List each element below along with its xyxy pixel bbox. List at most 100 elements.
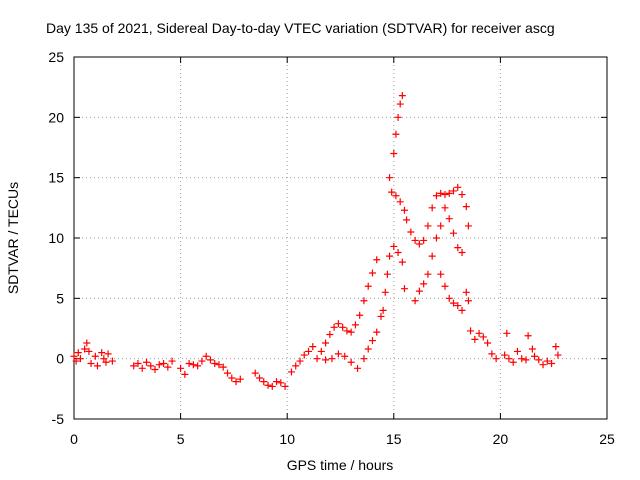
data-point <box>100 355 108 363</box>
data-point <box>364 282 372 290</box>
data-point <box>142 358 150 366</box>
data-point <box>83 339 91 347</box>
data-point <box>392 130 400 138</box>
y-tick-label: 15 <box>48 170 64 186</box>
data-point <box>368 269 376 277</box>
data-point <box>509 358 517 366</box>
data-point <box>394 113 402 121</box>
data-point <box>155 361 163 369</box>
data-point <box>70 352 78 360</box>
data-point <box>164 363 172 371</box>
data-point <box>356 311 364 319</box>
data-point <box>168 357 176 365</box>
data-point <box>432 192 440 200</box>
data-point <box>287 368 295 376</box>
data-point <box>76 355 84 363</box>
data-point <box>91 352 99 360</box>
data-point <box>264 381 272 389</box>
data-point <box>343 327 351 335</box>
data-point <box>228 374 236 382</box>
data-point <box>292 362 300 370</box>
data-point <box>505 355 513 363</box>
data-point <box>458 248 466 256</box>
y-tick-labels: -5 0 5 10 15 20 25 <box>48 49 64 427</box>
data-point <box>281 382 289 390</box>
data-point <box>462 203 470 211</box>
data-point <box>449 187 457 195</box>
data-point <box>424 270 432 278</box>
data-points <box>70 92 562 390</box>
data-point <box>251 369 259 377</box>
data-point <box>492 355 500 363</box>
data-point <box>81 345 89 353</box>
data-point <box>364 345 372 353</box>
data-point <box>484 339 492 347</box>
data-point <box>464 297 472 305</box>
data-point <box>330 323 338 331</box>
data-point <box>215 361 223 369</box>
data-point <box>400 285 408 293</box>
data-point <box>548 359 556 367</box>
y-tick-label: 25 <box>48 49 64 65</box>
axis-ticks <box>73 56 608 420</box>
data-point <box>130 362 138 370</box>
data-point <box>543 357 551 365</box>
data-point <box>554 351 562 359</box>
data-point <box>224 369 232 377</box>
data-point <box>102 358 110 366</box>
data-point <box>202 352 210 360</box>
data-point <box>377 312 385 320</box>
x-tick-labels: 0 5 10 15 20 25 <box>70 431 615 447</box>
data-point <box>177 364 185 372</box>
data-point <box>437 270 445 278</box>
data-point <box>454 302 462 310</box>
data-point <box>415 287 423 295</box>
data-point <box>445 189 453 197</box>
data-point <box>437 222 445 230</box>
data-point <box>147 362 155 370</box>
data-point <box>552 343 560 351</box>
data-point <box>445 294 453 302</box>
data-point <box>449 229 457 237</box>
data-point <box>373 328 381 336</box>
data-point <box>260 378 268 386</box>
data-point <box>528 345 536 353</box>
x-tick-label: 15 <box>386 431 402 447</box>
data-point <box>305 347 313 355</box>
data-point <box>386 252 394 260</box>
data-point <box>108 357 116 365</box>
y-tick-label: 5 <box>56 290 64 306</box>
data-point <box>236 375 244 383</box>
x-tick-label: 0 <box>70 431 78 447</box>
data-point <box>531 352 539 360</box>
data-point <box>458 306 466 314</box>
data-point <box>381 288 389 296</box>
x-tick-label: 5 <box>177 431 185 447</box>
data-point <box>160 359 168 367</box>
data-point <box>513 347 521 355</box>
data-point <box>347 328 355 336</box>
data-point <box>398 258 406 266</box>
data-point <box>403 216 411 224</box>
data-point <box>388 188 396 196</box>
data-point <box>194 362 202 370</box>
data-point <box>454 244 462 252</box>
data-point <box>394 248 402 256</box>
y-tick-label: 0 <box>56 351 64 367</box>
y-axis-label: SDTVAR / TECUs <box>5 182 21 294</box>
data-point <box>255 374 263 382</box>
data-point <box>441 282 449 290</box>
data-point <box>313 355 321 363</box>
data-point <box>475 329 483 337</box>
data-point <box>392 192 400 200</box>
chart-title: Day 135 of 2021, Sidereal Day-to-day VTE… <box>46 20 555 36</box>
data-point <box>441 204 449 212</box>
y-tick-label: -5 <box>52 411 65 427</box>
data-point <box>232 378 240 386</box>
data-point <box>326 331 334 339</box>
data-point <box>134 359 142 367</box>
data-point <box>104 350 112 358</box>
data-point <box>420 280 428 288</box>
data-point <box>138 364 146 372</box>
